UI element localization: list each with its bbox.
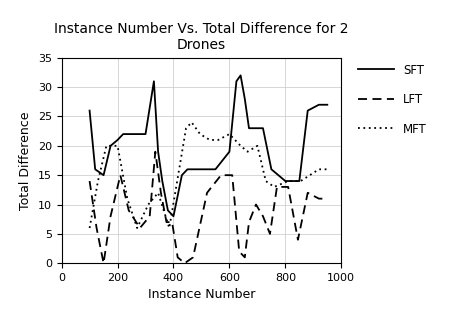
MFT bbox=[227, 132, 232, 136]
SFT bbox=[120, 132, 126, 136]
LFT bbox=[164, 220, 169, 224]
LFT bbox=[274, 185, 280, 189]
LFT bbox=[242, 256, 247, 259]
LFT bbox=[108, 214, 113, 218]
Line: SFT: SFT bbox=[90, 75, 327, 216]
SFT bbox=[268, 167, 274, 171]
LFT bbox=[218, 173, 224, 177]
SFT bbox=[151, 79, 157, 83]
LFT bbox=[204, 191, 210, 195]
SFT bbox=[227, 150, 232, 154]
Y-axis label: Total Difference: Total Difference bbox=[19, 111, 32, 210]
LFT bbox=[153, 150, 158, 154]
MFT bbox=[183, 126, 189, 130]
LFT bbox=[169, 220, 175, 224]
LFT bbox=[237, 249, 242, 253]
MFT bbox=[197, 132, 203, 136]
SFT bbox=[179, 173, 185, 177]
MFT bbox=[207, 138, 213, 142]
MFT bbox=[215, 138, 221, 142]
SFT bbox=[260, 126, 266, 130]
MFT bbox=[238, 144, 244, 148]
MFT bbox=[271, 185, 277, 189]
LFT bbox=[324, 197, 330, 201]
SFT bbox=[255, 126, 260, 130]
SFT bbox=[128, 132, 135, 136]
Title: Instance Number Vs. Total Difference for 2
Drones: Instance Number Vs. Total Difference for… bbox=[54, 22, 349, 52]
MFT bbox=[255, 144, 260, 148]
LFT bbox=[137, 226, 143, 230]
MFT bbox=[166, 226, 172, 230]
LFT bbox=[316, 197, 322, 201]
LFT bbox=[305, 191, 310, 195]
MFT bbox=[298, 179, 303, 183]
LFT bbox=[246, 220, 252, 224]
SFT bbox=[242, 97, 247, 101]
MFT bbox=[134, 226, 140, 230]
MFT bbox=[103, 144, 109, 148]
LFT bbox=[182, 261, 188, 265]
LFT bbox=[253, 203, 259, 206]
LFT bbox=[87, 179, 92, 183]
SFT bbox=[100, 173, 106, 177]
MFT bbox=[245, 150, 250, 154]
SFT bbox=[316, 103, 322, 107]
LFT bbox=[260, 214, 266, 218]
MFT bbox=[263, 179, 269, 183]
X-axis label: Instance Number: Instance Number bbox=[148, 289, 255, 301]
MFT bbox=[115, 144, 120, 148]
LFT bbox=[229, 173, 235, 177]
SFT bbox=[159, 179, 165, 183]
LFT bbox=[100, 261, 106, 265]
SFT bbox=[324, 103, 330, 107]
LFT bbox=[267, 232, 273, 236]
LFT bbox=[126, 208, 132, 212]
MFT bbox=[316, 167, 322, 171]
MFT bbox=[155, 191, 161, 195]
SFT bbox=[234, 79, 239, 83]
SFT bbox=[296, 179, 302, 183]
MFT bbox=[95, 179, 101, 183]
SFT bbox=[87, 109, 92, 113]
SFT bbox=[199, 167, 204, 171]
SFT bbox=[155, 150, 161, 154]
SFT bbox=[92, 167, 98, 171]
MFT bbox=[324, 167, 330, 171]
SFT bbox=[283, 179, 288, 183]
MFT bbox=[125, 197, 130, 201]
SFT bbox=[108, 144, 113, 148]
SFT bbox=[305, 109, 310, 113]
LFT bbox=[158, 191, 164, 195]
SFT bbox=[238, 74, 244, 77]
MFT bbox=[146, 203, 151, 206]
SFT bbox=[246, 126, 252, 130]
SFT bbox=[212, 167, 218, 171]
SFT bbox=[165, 208, 171, 212]
LFT bbox=[94, 226, 100, 230]
SFT bbox=[115, 138, 120, 142]
SFT bbox=[143, 132, 148, 136]
LFT bbox=[147, 214, 153, 218]
MFT bbox=[189, 120, 194, 124]
LFT bbox=[175, 256, 181, 259]
MFT bbox=[87, 226, 92, 230]
Line: LFT: LFT bbox=[90, 152, 327, 263]
Line: MFT: MFT bbox=[90, 122, 327, 228]
LFT bbox=[295, 238, 301, 242]
SFT bbox=[184, 167, 190, 171]
LFT bbox=[118, 173, 123, 177]
MFT bbox=[285, 179, 291, 183]
SFT bbox=[171, 214, 176, 218]
Legend: SFT, LFT, MFT: SFT, LFT, MFT bbox=[358, 64, 427, 136]
LFT bbox=[285, 185, 291, 189]
LFT bbox=[190, 256, 196, 259]
